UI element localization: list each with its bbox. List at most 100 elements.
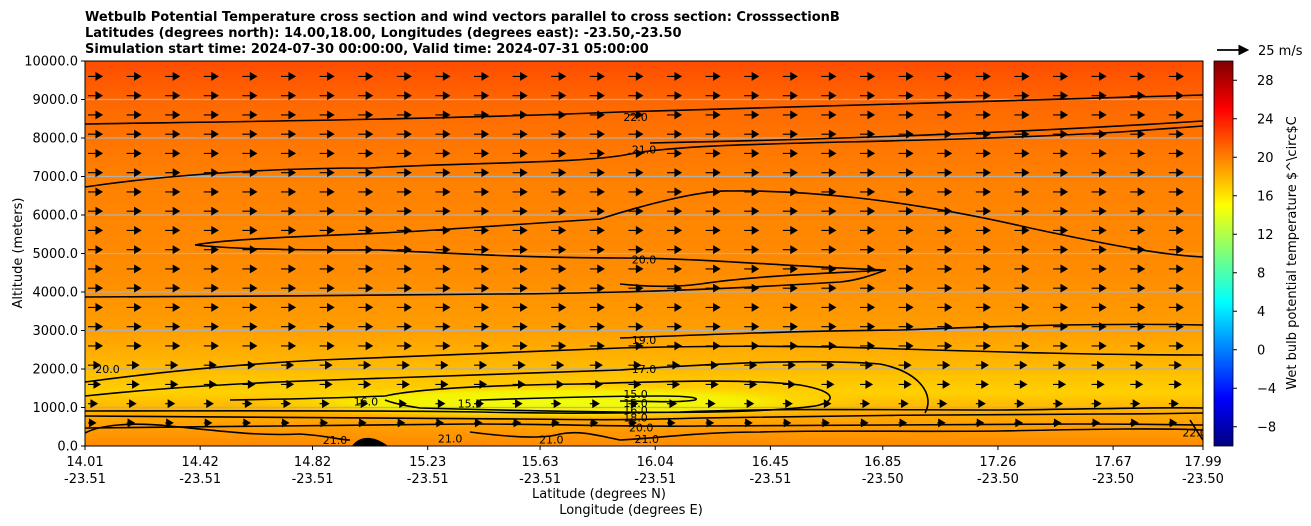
wind-vector bbox=[705, 302, 721, 312]
wind-vector bbox=[975, 168, 991, 178]
wind-vector bbox=[203, 187, 219, 197]
wind-vector bbox=[705, 206, 721, 216]
wind-vector bbox=[937, 418, 946, 428]
wind-vector bbox=[396, 187, 412, 197]
wind-vector bbox=[165, 341, 181, 351]
wind-vector bbox=[319, 264, 335, 274]
wind-vector bbox=[821, 225, 837, 235]
wind-vector bbox=[1091, 418, 1101, 428]
wind-vector bbox=[898, 283, 914, 293]
wind-vector bbox=[551, 399, 562, 409]
wind-vector bbox=[744, 302, 760, 312]
wind-vector bbox=[782, 91, 798, 101]
wind-vector bbox=[744, 225, 760, 235]
wind-vector bbox=[242, 148, 258, 158]
wind-vector bbox=[744, 187, 760, 197]
x-tick-label-lon: -23.50 bbox=[977, 472, 1019, 487]
wind-vector bbox=[705, 360, 719, 370]
wind-vector bbox=[1130, 341, 1146, 351]
wind-vector bbox=[898, 418, 908, 428]
wind-vector bbox=[667, 110, 683, 120]
wind-vector bbox=[319, 206, 335, 216]
wind-vector bbox=[898, 187, 914, 197]
wind-vector bbox=[474, 148, 490, 158]
wind-vector bbox=[821, 302, 837, 312]
wind-vector bbox=[358, 264, 374, 274]
contour-21-lower-line bbox=[85, 423, 1203, 441]
contour-label: 16.0 bbox=[354, 396, 379, 409]
wind-vector bbox=[1168, 322, 1184, 332]
wind-vector bbox=[551, 283, 567, 293]
wind-vector bbox=[319, 283, 335, 293]
y-tick-label: 6000.0 bbox=[33, 209, 79, 224]
wind-vector bbox=[281, 264, 297, 274]
wind-vector bbox=[860, 322, 876, 332]
colorbar-tick-label: 0 bbox=[1257, 343, 1265, 358]
wind-vector bbox=[1014, 148, 1030, 158]
wind-vector bbox=[358, 283, 374, 293]
wind-vector bbox=[1091, 148, 1107, 158]
wind-vector bbox=[975, 264, 991, 274]
x-tick-label-lon: -23.51 bbox=[407, 472, 449, 487]
wind-vector bbox=[512, 129, 528, 139]
wind-vector bbox=[667, 91, 683, 101]
wind-vector bbox=[1014, 418, 1023, 428]
contour-16-line bbox=[85, 406, 1203, 414]
wind-vector bbox=[860, 341, 876, 351]
wind-vector bbox=[898, 168, 914, 178]
wind-vector bbox=[1130, 379, 1144, 389]
wind-vector bbox=[1091, 110, 1107, 120]
wind-vector bbox=[1130, 110, 1146, 120]
wind-vector bbox=[975, 206, 991, 216]
wind-vector bbox=[126, 283, 142, 293]
wind-vector bbox=[1053, 187, 1069, 197]
y-tick-label: 10000.0 bbox=[24, 55, 78, 70]
wind-vector bbox=[358, 187, 374, 197]
wind-vector bbox=[551, 71, 567, 81]
chart-title-line-3: Simulation start time: 2024-07-30 00:00:… bbox=[85, 42, 649, 57]
wind-vector bbox=[975, 302, 991, 312]
wind-vector bbox=[937, 110, 953, 120]
wind-vector bbox=[667, 187, 683, 197]
wind-vector bbox=[281, 110, 297, 120]
wind-vector bbox=[474, 187, 490, 197]
wind-vector bbox=[744, 110, 760, 120]
wind-vector bbox=[165, 283, 181, 293]
wind-vector bbox=[512, 264, 528, 274]
wind-vector bbox=[88, 264, 104, 274]
wind-vector bbox=[319, 302, 335, 312]
wind-vector bbox=[1053, 71, 1069, 81]
wind-vector bbox=[937, 245, 953, 255]
wind-vector bbox=[782, 225, 798, 235]
wind-vector bbox=[667, 71, 683, 81]
wind-vector bbox=[551, 110, 567, 120]
wind-vector bbox=[1014, 341, 1030, 351]
wind-vector bbox=[821, 360, 835, 370]
wind-vector bbox=[782, 245, 798, 255]
wind-vector bbox=[705, 110, 721, 120]
contour-22-line bbox=[85, 94, 1203, 125]
wind-vector bbox=[744, 71, 760, 81]
wind-vector bbox=[88, 341, 104, 351]
contour-label: 21.0 bbox=[438, 432, 463, 445]
y-tick-label: 8000.0 bbox=[33, 132, 79, 147]
wind-vector bbox=[474, 283, 490, 293]
wind-vector bbox=[474, 264, 490, 274]
wind-vector bbox=[1091, 245, 1107, 255]
wind-vector bbox=[88, 418, 97, 428]
wind-vector bbox=[358, 148, 374, 158]
wind-vector bbox=[203, 225, 219, 235]
wind-vector bbox=[1091, 399, 1102, 409]
wind-vector bbox=[782, 206, 798, 216]
wind-vector bbox=[435, 187, 451, 197]
wind-vector bbox=[898, 264, 914, 274]
wind-vector bbox=[435, 283, 451, 293]
wind-vector bbox=[821, 322, 837, 332]
wind-vector bbox=[1053, 399, 1064, 409]
x-tick-label-lat: 17.99 bbox=[1184, 455, 1221, 470]
x-tick-label-lat: 16.45 bbox=[752, 455, 789, 470]
wind-vector bbox=[165, 148, 181, 158]
wind-vector bbox=[319, 110, 335, 120]
wind-vector bbox=[782, 399, 793, 409]
wind-vector bbox=[589, 71, 605, 81]
